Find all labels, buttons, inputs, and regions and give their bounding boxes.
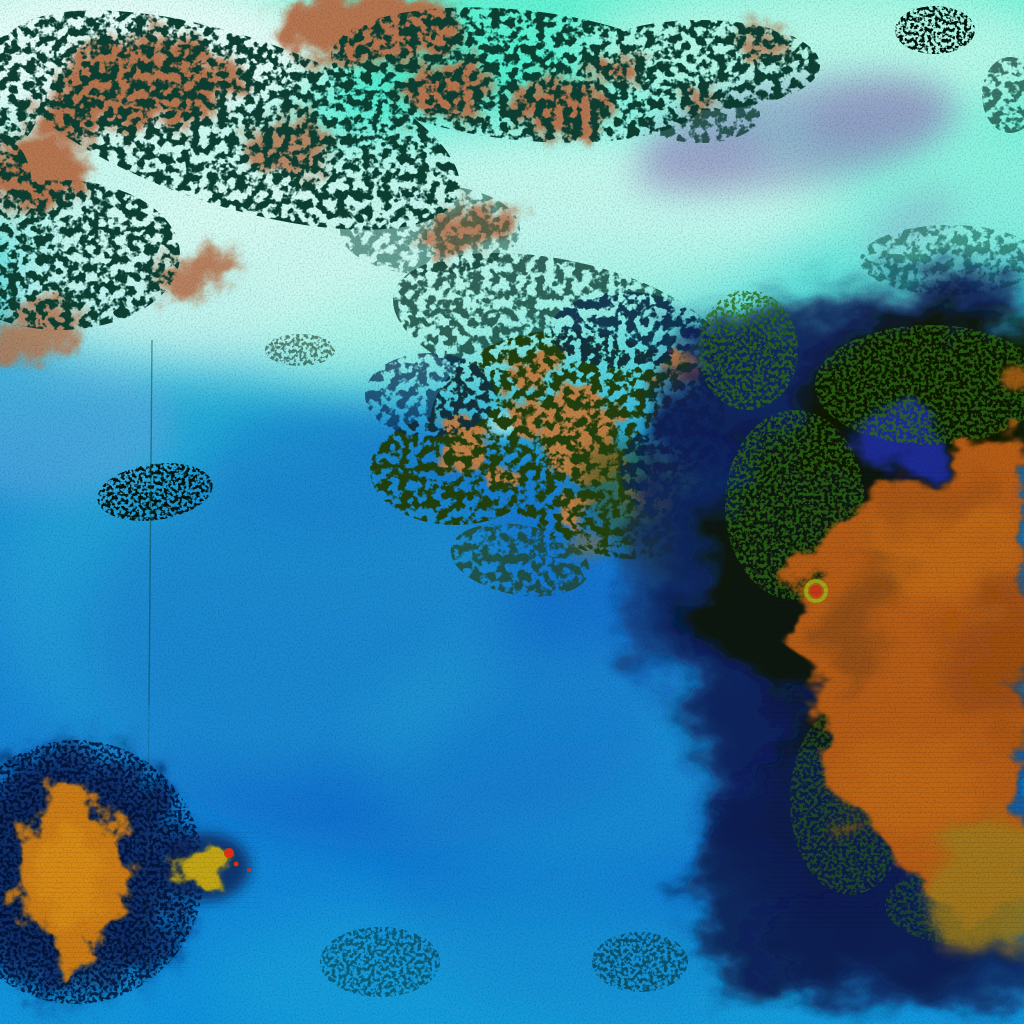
film-grain-overlay — [0, 0, 1024, 1024]
false-color-satellite-image — [0, 0, 1024, 1024]
satellite-image-stage — [0, 0, 1024, 1024]
